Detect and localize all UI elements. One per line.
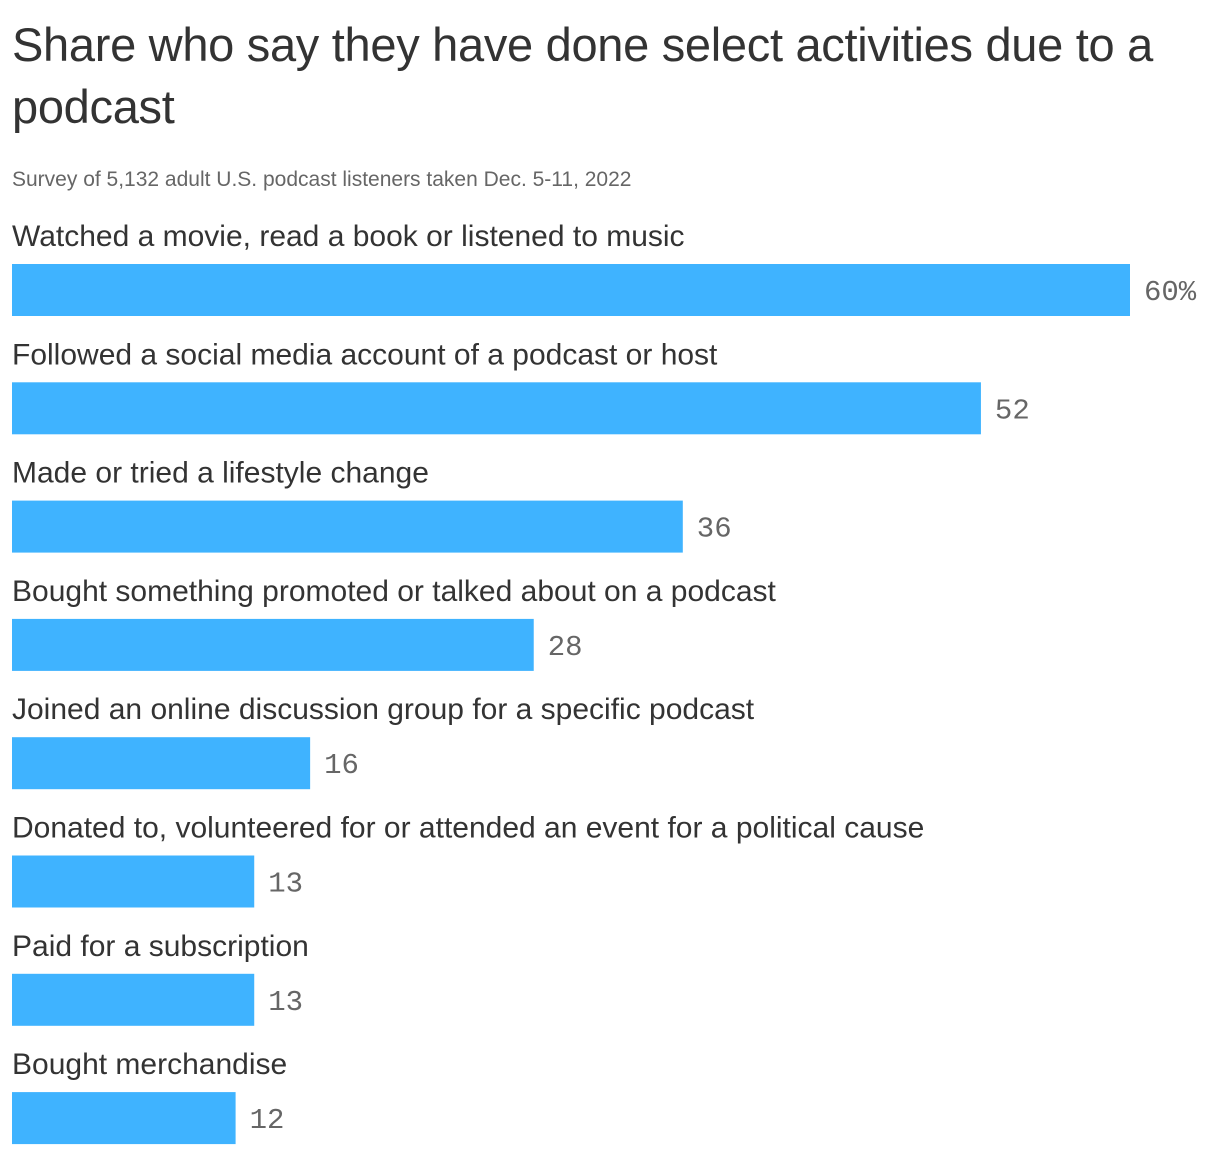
bar	[12, 500, 683, 553]
chart-subtitle: Survey of 5,132 adult U.S. podcast liste…	[12, 168, 632, 191]
value-label: 12	[250, 1104, 285, 1137]
value-label: 52	[995, 394, 1030, 427]
category-label: Watched a movie, read a book or listened…	[12, 220, 685, 253]
category-label: Joined an online discussion group for a …	[12, 693, 755, 726]
bar	[12, 382, 981, 435]
category-label: Made or tried a lifestyle change	[12, 457, 429, 490]
bar	[12, 264, 1130, 316]
bar	[12, 973, 255, 1026]
value-label: 16	[324, 749, 359, 782]
value-label: 13	[268, 986, 303, 1019]
category-label: Paid for a subscription	[12, 930, 309, 963]
bar	[12, 855, 255, 908]
chart-title: Share who say they have done select acti…	[12, 18, 1153, 133]
category-label: Bought something promoted or talked abou…	[12, 575, 777, 608]
bar	[12, 1092, 236, 1145]
value-label: 13	[268, 868, 303, 901]
category-label: Donated to, volunteered for or attended …	[12, 812, 924, 845]
value-label: 36	[697, 513, 732, 546]
value-label: 28	[548, 631, 583, 664]
bar	[12, 618, 534, 671]
category-label: Bought merchandise	[12, 1048, 287, 1081]
category-label: Followed a social media account of a pod…	[12, 338, 718, 371]
value-label: 60%	[1144, 276, 1197, 309]
bar	[12, 737, 311, 790]
